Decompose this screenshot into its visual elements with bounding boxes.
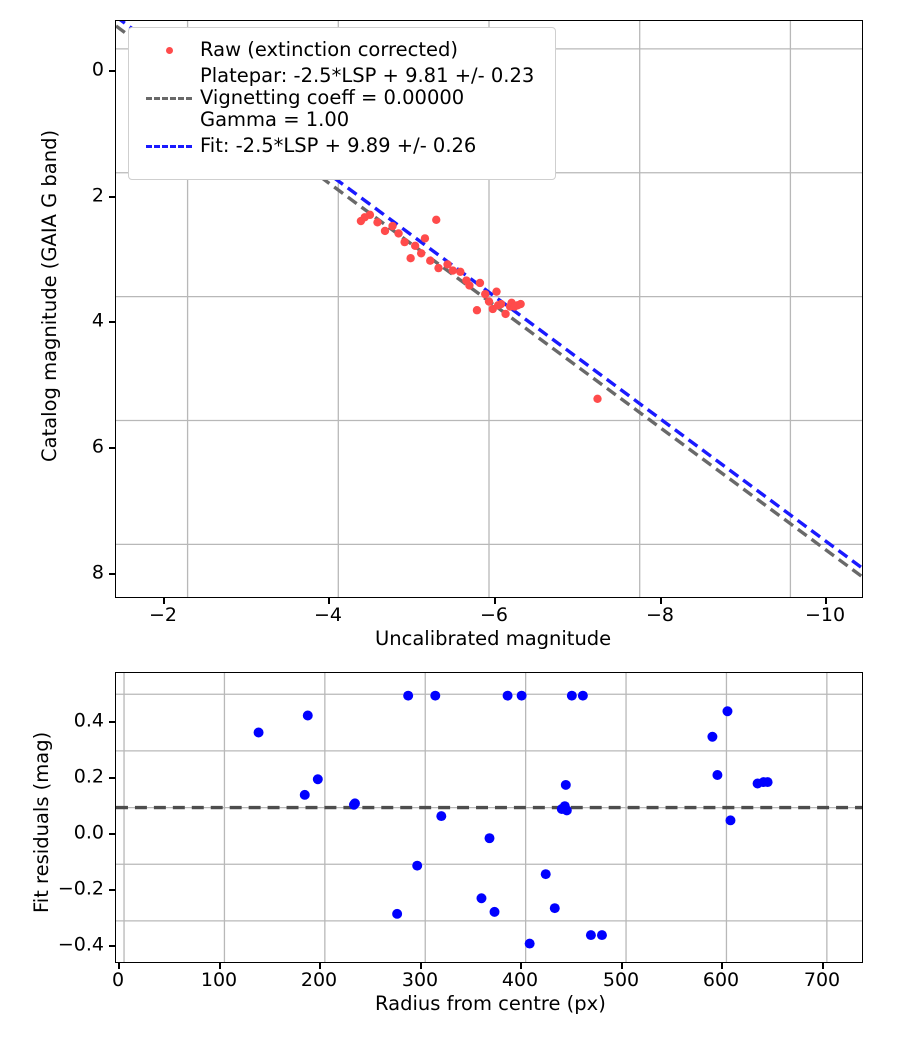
bottom-xtick-label: 200 [300,969,338,991]
bottom-ytick-mark [109,777,115,779]
residuals-plot-axes [115,672,863,963]
bottom-xtick-label: 0 [111,969,125,991]
top-ytick-mark [109,196,115,198]
top-ytick-label: 8 [91,561,104,584]
top-xtick-mark [328,598,330,604]
bottom-xtick-mark [219,963,221,969]
bottom-ytick-label: −0.4 [57,933,104,956]
legend-entry-fit: Fit: -2.5*LSP + 9.89 +/- 0.26 [140,131,544,161]
top-ytick-label: 2 [91,184,104,207]
bottom-ytick-label: 0.0 [73,821,104,844]
bottom-ytick-mark [109,833,115,835]
top-xtick-mark [825,598,827,604]
bottom-yaxis-title: Fit residuals (mag) [30,731,53,913]
top-ytick-mark [109,70,115,72]
bottom-xtick-mark [420,963,422,969]
bottom-xtick-mark [118,963,120,969]
top-ytick-mark [109,447,115,449]
bottom-xtick-mark [822,963,824,969]
top-xtick-mark [494,598,496,604]
bottom-ytick-label: −0.2 [57,877,104,900]
legend-label-raw: Raw (extinction corrected) [200,37,458,61]
top-xtick-mark [660,598,662,604]
top-ytick-label: 6 [91,435,104,458]
legend-label-platepar-l1: Platepar: -2.5*LSP + 9.81 +/- 0.23 [200,63,535,87]
bottom-xtick-label: 600 [702,969,740,991]
top-ytick-mark [109,573,115,575]
top-ytick-mark [109,321,115,323]
bottom-xaxis-title: Radius from centre (px) [375,992,606,1015]
bottom-xtick-label: 100 [200,969,238,991]
top-xtick-mark [163,598,165,604]
bottom-ytick-mark [109,945,115,947]
top-xaxis-title: Uncalibrated magnitude [375,627,612,650]
legend-marker-icon [140,46,198,54]
bottom-xtick-mark [621,963,623,969]
legend: Raw (extinction corrected) Platepar: -2.… [128,27,556,180]
top-ytick-label: 0 [91,58,104,81]
legend-entry-raw: Raw (extinction corrected) [140,35,544,65]
legend-entry-platepar: Platepar: -2.5*LSP + 9.81 +/- 0.23 Vignet… [140,63,544,132]
top-xtick-label: −10 [804,604,846,626]
legend-label-platepar: Platepar: -2.5*LSP + 9.81 +/- 0.23 Vignet… [198,63,535,132]
bottom-xtick-mark [721,963,723,969]
bottom-ytick-label: 0.4 [73,709,104,732]
bottom-xtick-mark [319,963,321,969]
legend-dashed-line-icon [140,96,198,100]
top-yaxis-title: Catalog magnitude (GAIA G band) [38,129,61,462]
bottom-ytick-mark [109,721,115,723]
bottom-xtick-mark [520,963,522,969]
legend-label-platepar-l2: Vignetting coeff = 0.00000 [200,85,465,109]
top-xtick-label: −6 [479,604,509,626]
residuals-plot-canvas [116,673,862,962]
top-xtick-label: −4 [313,604,343,626]
bottom-ytick-mark [109,889,115,891]
bottom-xtick-label: 700 [803,969,841,991]
top-ytick-label: 4 [91,309,104,332]
bottom-xtick-label: 500 [602,969,640,991]
bottom-xtick-label: 400 [501,969,539,991]
bottom-ytick-label: 0.2 [73,765,104,788]
top-xtick-label: −2 [148,604,178,626]
legend-label-platepar-l3: Gamma = 1.00 [200,108,350,132]
legend-label-fit: Fit: -2.5*LSP + 9.89 +/- 0.26 [200,133,477,157]
legend-dashed-line-icon [140,144,198,148]
top-xtick-label: −8 [645,604,675,626]
bottom-xtick-label: 300 [401,969,439,991]
